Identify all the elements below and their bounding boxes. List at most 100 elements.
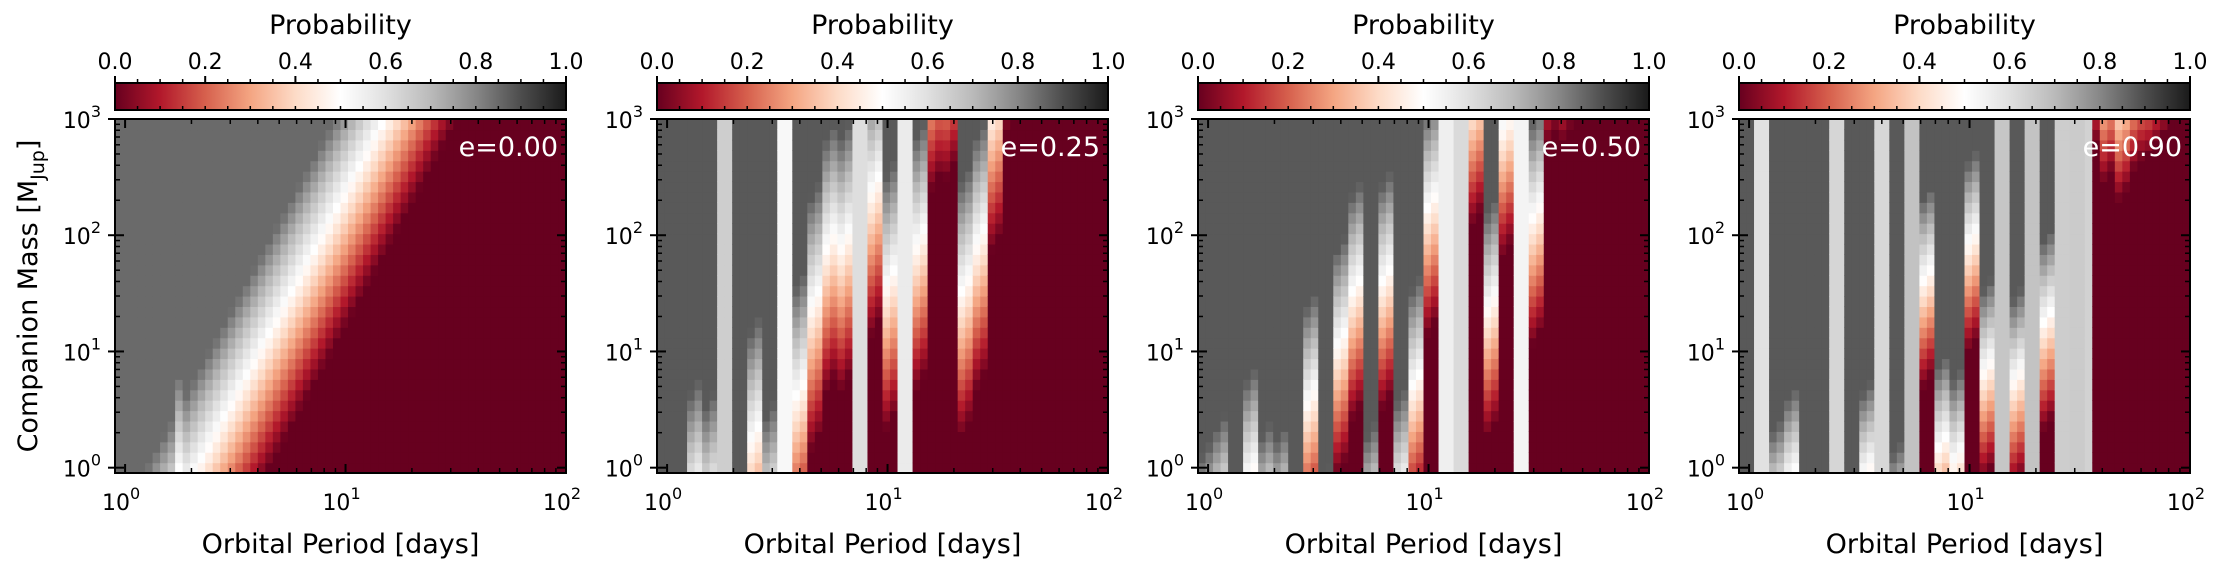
heatmap-cell (302, 254, 312, 266)
heatmap-cell (543, 327, 552, 339)
heatmap-cell (769, 452, 778, 464)
heatmap-cell (445, 400, 454, 412)
heatmap-cell (490, 212, 499, 224)
heatmap-cell (393, 202, 402, 214)
heatmap-cell (1273, 191, 1282, 203)
heatmap-cell (664, 420, 673, 432)
heatmap-cell (687, 139, 696, 151)
heatmap-cell (408, 285, 417, 297)
heatmap-cell (1100, 358, 1109, 370)
heatmap-cell (280, 306, 289, 318)
heatmap-cell (799, 129, 808, 141)
heatmap-cell (197, 462, 206, 474)
heatmap-cell (257, 264, 266, 276)
heatmap-cell (280, 296, 289, 308)
heatmap-cell (852, 441, 861, 453)
heatmap-cell (1002, 150, 1011, 162)
heatmap-cell (1205, 358, 1214, 370)
heatmap-cell (762, 243, 771, 255)
heatmap-cell (995, 202, 1004, 214)
heatmap-cell (152, 233, 161, 245)
heatmap-cell (1047, 420, 1056, 432)
heatmap-cell (152, 254, 161, 266)
heatmap-cell (250, 139, 259, 151)
heatmap-cell (310, 160, 319, 172)
heatmap-cell (1295, 337, 1304, 349)
heatmap-cell (280, 191, 289, 203)
heatmap-cell (242, 191, 251, 203)
heatmap-cell (694, 452, 703, 464)
heatmap-cell (528, 306, 537, 318)
heatmap-cell (1040, 389, 1049, 401)
heatmap-cell (1280, 410, 1289, 422)
heatmap-cell (272, 441, 281, 453)
heatmap-cell (550, 410, 560, 422)
heatmap-cell (912, 462, 921, 474)
heatmap-cell (822, 254, 831, 266)
heatmap-cell (280, 462, 289, 474)
heatmap-cell (513, 119, 522, 131)
heatmap-cell (732, 400, 741, 412)
heatmap-cell (1002, 212, 1011, 224)
heatmap-cell (920, 129, 929, 141)
heatmap-cell (1213, 462, 1222, 474)
heatmap-cell (227, 296, 236, 308)
heatmap-cell (160, 129, 169, 141)
heatmap-cell (257, 441, 266, 453)
heatmap-cell (160, 223, 169, 235)
heatmap-cell (1085, 379, 1094, 391)
heatmap-cell (498, 462, 507, 474)
heatmap-cell (890, 452, 899, 464)
heatmap-cell (1310, 410, 1319, 422)
heatmap-cell (370, 358, 379, 370)
heatmap-cell (430, 306, 439, 318)
heatmap-cell (1273, 348, 1282, 360)
heatmap-cell (657, 400, 666, 412)
heatmap-cell (942, 202, 951, 214)
heatmap-cell (1213, 212, 1222, 224)
heatmap-cell (242, 129, 251, 141)
heatmap-cell (302, 316, 312, 328)
heatmap-cell (160, 181, 169, 193)
heatmap-cell (272, 243, 281, 255)
heatmap-cell (1288, 212, 1297, 224)
heatmap-cell (935, 316, 944, 328)
heatmap-cell (905, 379, 914, 391)
heatmap-cell (137, 275, 146, 287)
heatmap-cell (385, 129, 394, 141)
heatmap-cell (1205, 202, 1214, 214)
heatmap-cell (1213, 202, 1222, 214)
heatmap-cell (340, 254, 349, 266)
colorbar-tick-label: 0.4 (278, 50, 313, 75)
heatmap-cell (1213, 254, 1222, 266)
heatmap-cell (1205, 160, 1214, 172)
heatmap-cell (822, 452, 831, 464)
heatmap-cell (1077, 202, 1087, 214)
heatmap-cell (935, 254, 944, 266)
heatmap-cell (468, 254, 477, 266)
heatmap-cell (927, 296, 936, 308)
heatmap-cell (890, 275, 899, 287)
heatmap-cell (137, 296, 146, 308)
heatmap-cell (1017, 348, 1026, 360)
heatmap-cell (1062, 254, 1072, 266)
heatmap-cell (1280, 243, 1289, 255)
heatmap-cell (145, 233, 154, 245)
heatmap-cell (490, 410, 499, 422)
heatmap-cell (1295, 306, 1304, 318)
heatmap-cell (325, 264, 334, 276)
heatmap-cell (137, 139, 146, 151)
heatmap-cell (814, 368, 823, 380)
heatmap-cell (822, 202, 831, 214)
heatmap-cell (257, 400, 266, 412)
heatmap-cell (1077, 275, 1087, 287)
heatmap-cell (1273, 275, 1282, 287)
heatmap-cell (152, 160, 161, 172)
heatmap-cell (175, 368, 184, 380)
heatmap-cell (799, 212, 808, 224)
heatmap-cell (438, 233, 447, 245)
heatmap-cell (837, 119, 846, 131)
heatmap-cell (430, 431, 439, 443)
heatmap-cell (130, 223, 139, 235)
heatmap-cell (927, 306, 936, 318)
